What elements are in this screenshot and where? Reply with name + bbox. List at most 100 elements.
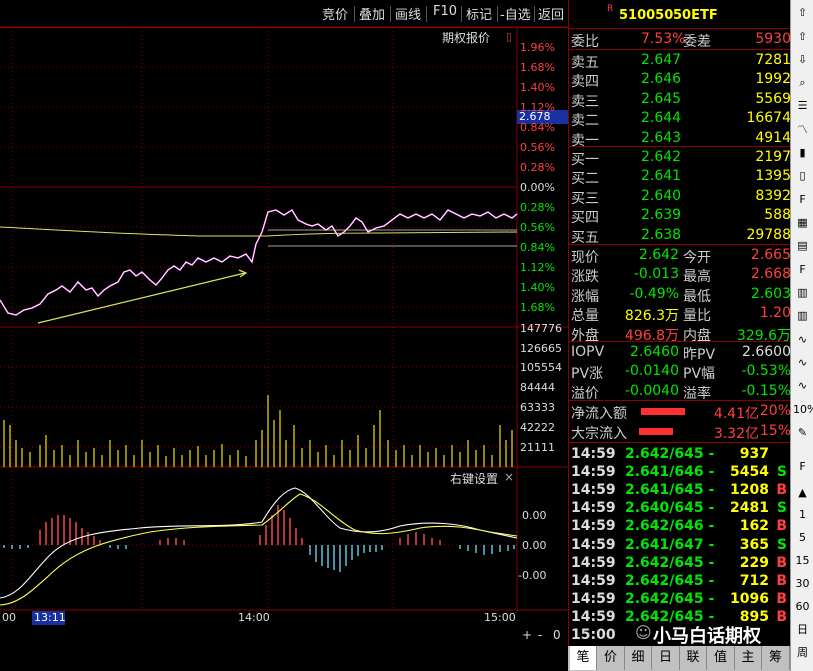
option-quote-label[interactable]: 期权报价 [442,31,491,45]
tick-row[interactable]: 14:59 2.642/645 - 895 B [569,608,791,626]
percent-tick-label: 1.40% [520,81,555,94]
flow-percent: 15% [759,423,791,439]
f10-button[interactable]: F10 [433,4,458,19]
mark-button[interactable]: 标记 [466,8,493,23]
wave-icon[interactable]: ∿ [797,333,808,346]
indicator-axis-label: 0.00 [522,509,547,522]
tick-row[interactable]: 14:59 2.641/647 - 365 S [569,536,791,554]
volume-tick-label: 147776 [520,322,562,335]
f5-icon[interactable]: F [799,460,806,473]
wave-icon[interactable]: ∿ [797,356,808,369]
period-1min-button[interactable]: 1 [799,508,806,521]
fiz-icon[interactable]: F [799,263,806,276]
arrow-down-icon[interactable]: ⇩ [797,53,808,66]
flow-bar [641,408,685,415]
rise-icon[interactable]: ▲ [798,486,807,499]
stat-value: 2.642 [638,247,679,263]
zoom-icon[interactable]: ⌕ [799,76,806,89]
divider [569,244,791,245]
candlestick-icon[interactable]: ▯ [799,169,806,182]
tick-volume: 712 [739,572,769,589]
indicator-settings-label[interactable]: 右键设置 [450,472,499,486]
iopv-value: 2.6600 [742,344,791,360]
volume-tick-label: 105554 [520,361,562,374]
cursor-price-label: 2.678 [519,110,551,123]
grid-icon[interactable]: ▦ [797,216,808,229]
book-label: 买一 [571,152,599,168]
stack-icon[interactable]: ▥ [797,286,808,299]
back-button[interactable]: 返回 [538,8,565,23]
tick-row[interactable]: 14:59 2.642/645 - 937 [569,445,791,463]
list-icon[interactable]: ☰ [797,99,808,112]
divider [461,6,462,22]
stack-icon[interactable]: ▥ [797,309,808,322]
f10-icon[interactable]: F [799,193,806,206]
book-volume: 8392 [755,187,791,204]
bottom-tab[interactable]: 日 [653,646,680,670]
wave-icon[interactable]: ∿ [797,379,808,392]
reset-zoom-button[interactable]: 0 [553,628,561,642]
tick-row[interactable]: 15:00 [569,626,791,644]
volume-tick-label: 84444 [520,381,555,394]
zoom-out-button[interactable]: - [538,628,543,642]
iopv-label: PV幅 [683,366,716,383]
bottom-tabs: 笔价细日联值主筹 [568,646,790,671]
macd-negative-bars [3,545,515,572]
period-day-button[interactable]: 日 [797,623,808,636]
tick-row[interactable]: 14:59 2.642/646 - 162 B [569,517,791,535]
remove-watchlist-button[interactable]: -自选 [500,8,531,23]
close-icon[interactable]: × [504,470,515,484]
period-30min-button[interactable]: 30 [795,577,810,590]
bottom-tab[interactable]: 细 [625,646,652,670]
tick-row[interactable]: 14:59 2.642/645 - 712 B [569,572,791,590]
flow-row: 净流入额 4.41亿 20% [569,402,791,422]
overlay-button[interactable]: 叠加 [359,8,386,23]
period-week-button[interactable]: 周 [797,646,808,659]
book-volume: 16674 [746,110,791,127]
panel-icon[interactable]: ▯ [506,30,513,43]
bottom-tab[interactable]: 联 [680,646,707,670]
tick-flag: S [776,500,787,517]
period-5min-button[interactable]: 5 [799,531,806,544]
arrow-up-icon[interactable]: ⇧ [797,30,808,43]
bottom-tab[interactable]: 笔 [570,646,597,670]
divider [390,6,391,22]
bottom-tab[interactable]: 主 [735,646,762,670]
chart-area[interactable]: 竞价 叠加 画线 F10 标记 -自选 返回 [0,0,568,671]
tick-row[interactable]: 14:59 2.641/646 - 5454 S [569,463,791,481]
stat-label: 外盘 [571,327,599,344]
iopv-row: PV涨 -0.0140 PV幅 -0.53% [569,362,791,383]
draw-line-button[interactable]: 画线 [395,8,422,23]
line-chart-icon[interactable]: 〽 [797,123,808,136]
percent-button[interactable]: 10% [793,403,813,416]
candlestick-icon[interactable]: ▮ [799,146,806,159]
iopv-label: IOPV [571,344,605,360]
percent-tick-label: 0.28% [520,201,555,214]
bottom-tab[interactable]: 筹 [763,646,790,670]
period-60min-button[interactable]: 60 [795,600,810,613]
tick-row[interactable]: 14:59 2.642/645 - 1096 B [569,590,791,608]
tick-time: 14:59 [571,572,616,589]
pen-icon[interactable]: ✎ [797,426,808,439]
grid-icon[interactable]: ▤ [797,239,808,252]
bidding-button[interactable]: 竞价 [322,8,349,23]
stats-row: 现价 2.642 今开 2.665 [569,246,791,266]
book-price: 2.643 [641,129,682,146]
dea-line [0,493,518,606]
tick-price: 2.642/645 - [625,572,715,589]
arrow-up-icon[interactable]: ⇧ [797,6,808,19]
zoom-in-button[interactable]: + [522,628,533,642]
stat-label: 涨幅 [571,288,599,305]
percent-tick-label: 1.96% [520,41,555,54]
tick-row[interactable]: 14:59 2.641/645 - 1208 B [569,481,791,499]
tick-row[interactable]: 14:59 2.640/645 - 2481 S [569,499,791,517]
stats-row: 总量 826.3万 量比 1.20 [569,304,791,324]
bottom-tab[interactable]: 价 [598,646,625,670]
intraday-chart[interactable] [0,0,568,671]
period-15min-button[interactable]: 15 [795,554,810,567]
bottom-tab[interactable]: 值 [708,646,735,670]
commission-diff-value: 5930 [755,31,791,47]
book-price: 2.645 [641,90,682,107]
stat-label: 最低 [683,288,711,305]
tick-row[interactable]: 14:59 2.642/645 - 229 B [569,554,791,572]
